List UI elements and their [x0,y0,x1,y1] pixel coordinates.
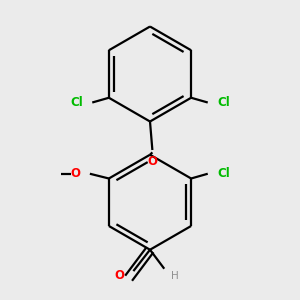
Text: O: O [114,269,124,282]
Text: Cl: Cl [217,96,230,109]
Text: Cl: Cl [217,167,230,180]
Text: O: O [70,167,80,180]
Text: Cl: Cl [70,96,83,109]
Text: H: H [171,271,179,281]
Text: O: O [147,155,158,168]
